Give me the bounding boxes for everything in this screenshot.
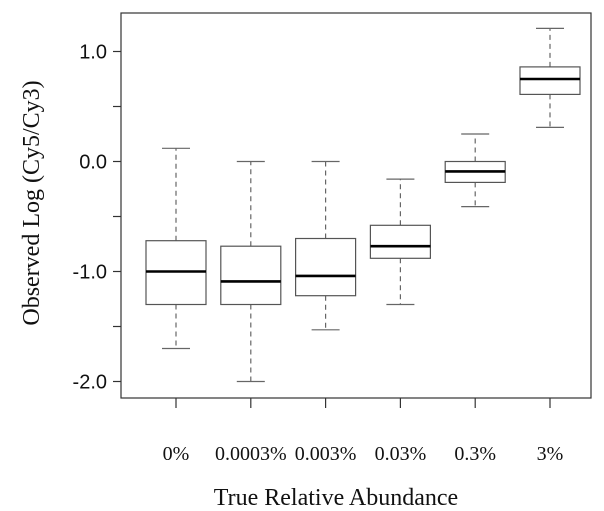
box-iqr <box>369 224 431 259</box>
y-tick-label: -1.0 <box>73 262 107 284</box>
box-iqr <box>295 237 357 297</box>
x-axis: 0% 0.0003% 0.003% 0.03% 0.3% 3% <box>163 398 564 465</box>
box-iqr <box>519 66 581 96</box>
x-tick-label: 0.003% <box>295 443 357 465</box>
y-tick-label: 1.0 <box>79 42 107 64</box>
x-tick-label: 0.0003% <box>215 443 287 465</box>
y-tick-label: -2.0 <box>73 372 107 394</box>
x-axis-title: True Relative Abundance <box>214 485 458 511</box>
x-tick-label: 0.3% <box>454 443 496 465</box>
boxes <box>145 27 581 383</box>
x-tick-label: 3% <box>537 443 564 465</box>
box-5 <box>444 133 506 208</box>
box-4 <box>369 178 431 306</box>
y-axis: 1.0 0.0 -1.0 -2.0 <box>73 42 121 394</box>
box-iqr <box>220 245 282 306</box>
x-tick-label: 0.03% <box>375 443 427 465</box>
x-tick-label: 0% <box>163 443 190 465</box>
box-1 <box>145 147 207 350</box>
box-2 <box>220 160 282 383</box>
plot-frame <box>120 12 592 399</box>
y-tick-label: 0.0 <box>79 152 107 174</box>
y-axis-title: Observed Log (Cy5/Cy3) <box>19 80 45 325</box>
box-6 <box>519 27 581 129</box>
box-3 <box>295 160 357 331</box>
